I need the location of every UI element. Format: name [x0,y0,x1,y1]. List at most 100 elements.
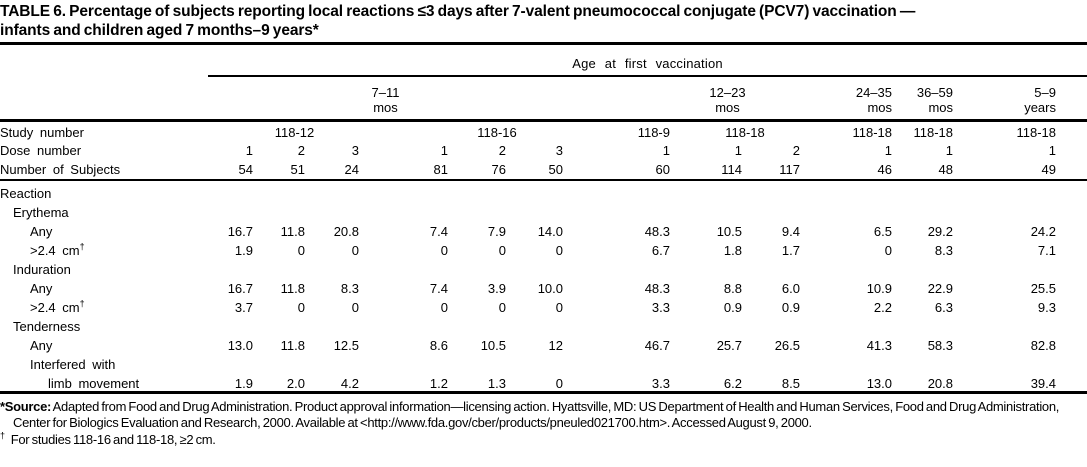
value-cell [506,353,563,372]
row-label: Interfered with [30,357,116,372]
value-cell: 10.5 [716,224,742,239]
value-cell [506,258,563,277]
study-number: 118-18 [725,125,765,140]
value-cell: 26.5 [774,338,800,353]
value-cell: 6.5 [873,224,892,239]
row-label-study-number: Study number [0,125,84,140]
spacer-cell [1056,76,1087,122]
value-cell: 0.9 [723,300,742,315]
subjects-value: 81 [359,158,448,181]
value-cell: 24.2 [1030,224,1056,239]
reactions-table: Age at first vaccination 7–11 mos 12–23 mos 2… [0,45,1087,394]
age-group-header: 5–9 years [953,76,1056,122]
value-cell: 13.0 [227,338,253,353]
value-cell [953,201,1056,220]
value-cell: 3.3 [563,372,670,394]
row-label: Erythema [13,205,69,220]
value-cell [670,258,742,277]
age-at-first-vaccination-header: Age at first vaccination [208,45,1087,77]
value-cell: 12 [548,338,563,353]
value-cell: 46.7 [644,338,670,353]
value-cell [506,201,563,220]
value-cell [253,201,305,220]
spacer-cell [1056,121,1087,141]
spacer-cell [1056,372,1087,394]
footnote-asterisk-marker: * [0,399,5,414]
value-cell: 8.6 [429,338,448,353]
spacer-cell [1056,220,1087,239]
value-cell: 8.3 [340,281,359,296]
value-cell: 9.3 [1037,300,1056,315]
age-group-header: 24–35 mos [800,76,892,122]
value-cell [892,201,953,220]
value-cell: 48.3 [644,281,670,296]
dose-value: 1 [1048,143,1056,158]
footnote-dagger-marker: † [0,430,5,441]
value-cell [359,258,448,277]
value-cell: 48.3 [644,224,670,239]
value-cell [670,201,742,220]
value-cell: 7.4 [429,281,448,296]
row-label-dose-number: Dose number [0,143,82,158]
value-cell [448,353,506,372]
value-cell: 7.9 [487,224,506,239]
value-cell [953,353,1056,372]
value-cell: 16.7 [227,224,253,239]
value-cell [253,353,305,372]
spacer-cell [1056,140,1087,158]
value-cell [670,353,742,372]
dose-value: 2 [297,143,305,158]
value-cell: 41.3 [866,338,892,353]
value-cell [253,258,305,277]
value-cell [208,201,253,220]
value-cell [305,315,359,334]
footnotes: *Source: Adapted from Food and Drug Admi… [0,399,1087,448]
value-cell: 0 [440,243,448,258]
value-cell: 1.7 [781,243,800,258]
subjects-value: 49 [953,158,1056,181]
age-group-header: 36–59 mos [892,76,953,122]
corner-cell [0,76,208,122]
study-number: 118-12 [274,125,315,140]
value-cell [953,315,1056,334]
value-cell [892,258,953,277]
subjects-value: 60 [563,158,670,181]
value-cell [359,353,448,372]
value-cell: 3.3 [651,300,670,315]
row-label: Any [30,338,53,353]
value-cell [359,201,448,220]
age-group-header: 12–23 mos [563,76,800,122]
row-label: >2.4 cm† [30,298,85,315]
value-cell: 25.5 [1030,281,1056,296]
value-cell: 0 [440,300,448,315]
value-cell: 10.9 [866,281,892,296]
value-cell [742,258,800,277]
subjects-value: 50 [506,158,563,181]
value-cell: 58.3 [927,338,953,353]
value-cell: 22.9 [927,281,953,296]
section-label-reaction: Reaction [0,186,52,201]
value-cell: 8.3 [934,243,953,258]
subjects-value: 114 [670,158,742,181]
value-cell: 0 [351,300,359,315]
value-cell [448,315,506,334]
value-cell [953,258,1056,277]
row-label-number-of-subjects: Number of Subjects [0,158,208,181]
value-cell: 3.7 [234,300,253,315]
study-number: 118-18 [1016,125,1056,140]
value-cell [253,315,305,334]
value-cell [448,258,506,277]
spacer-cell [1056,258,1087,277]
value-cell: 82.8 [1030,338,1056,353]
value-cell: 29.2 [927,224,953,239]
value-cell: 7.4 [429,224,448,239]
table-title: TABLE 6. Percentage of subjects reportin… [0,0,1087,40]
row-label: Tenderness [13,319,81,334]
value-cell: 1.3 [448,372,506,394]
source-label: Source: [4,399,52,414]
subjects-value: 76 [448,158,506,181]
spacer-cell [1056,296,1087,315]
value-cell: 0 [884,243,892,258]
spacer-cell [1056,353,1087,372]
